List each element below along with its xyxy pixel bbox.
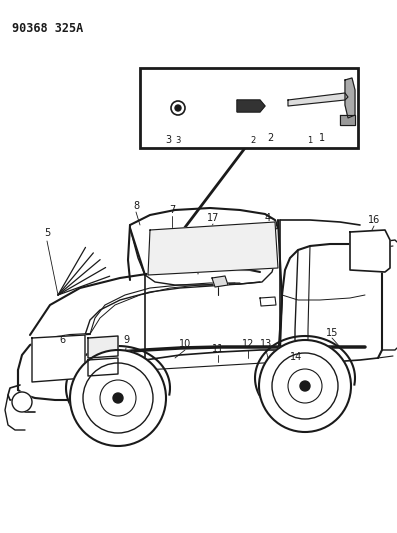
Text: 15: 15	[326, 328, 338, 338]
Polygon shape	[260, 297, 276, 306]
Text: 90368 325A: 90368 325A	[12, 22, 83, 35]
Polygon shape	[340, 115, 355, 125]
Text: 14: 14	[290, 352, 302, 362]
Polygon shape	[288, 93, 348, 106]
Polygon shape	[148, 222, 278, 275]
Polygon shape	[88, 358, 118, 376]
Polygon shape	[32, 335, 85, 382]
Text: 8: 8	[133, 201, 139, 211]
Bar	[140, 68, 358, 148]
Polygon shape	[88, 336, 118, 358]
Text: 2: 2	[251, 136, 256, 145]
Circle shape	[113, 393, 123, 403]
Text: 12: 12	[242, 339, 254, 349]
Circle shape	[300, 381, 310, 391]
Text: 1: 1	[319, 133, 325, 143]
Text: 11: 11	[212, 344, 224, 354]
Text: 9: 9	[123, 335, 129, 345]
Text: 2: 2	[267, 133, 273, 143]
Circle shape	[12, 392, 32, 412]
Text: 13: 13	[260, 339, 272, 349]
Polygon shape	[345, 78, 355, 118]
Text: 3: 3	[175, 136, 181, 145]
Text: 16: 16	[368, 215, 380, 225]
Circle shape	[175, 105, 181, 111]
Text: 6: 6	[59, 335, 65, 345]
Text: 4: 4	[265, 213, 271, 223]
Text: 1: 1	[307, 136, 312, 145]
Text: 5: 5	[44, 228, 50, 238]
Text: 10: 10	[179, 339, 191, 349]
Text: 17: 17	[207, 213, 219, 223]
Circle shape	[70, 350, 166, 446]
Text: 7: 7	[169, 205, 175, 215]
Polygon shape	[212, 276, 228, 287]
Text: 3: 3	[165, 135, 171, 145]
Circle shape	[259, 340, 351, 432]
Polygon shape	[237, 100, 265, 112]
Polygon shape	[350, 230, 390, 272]
